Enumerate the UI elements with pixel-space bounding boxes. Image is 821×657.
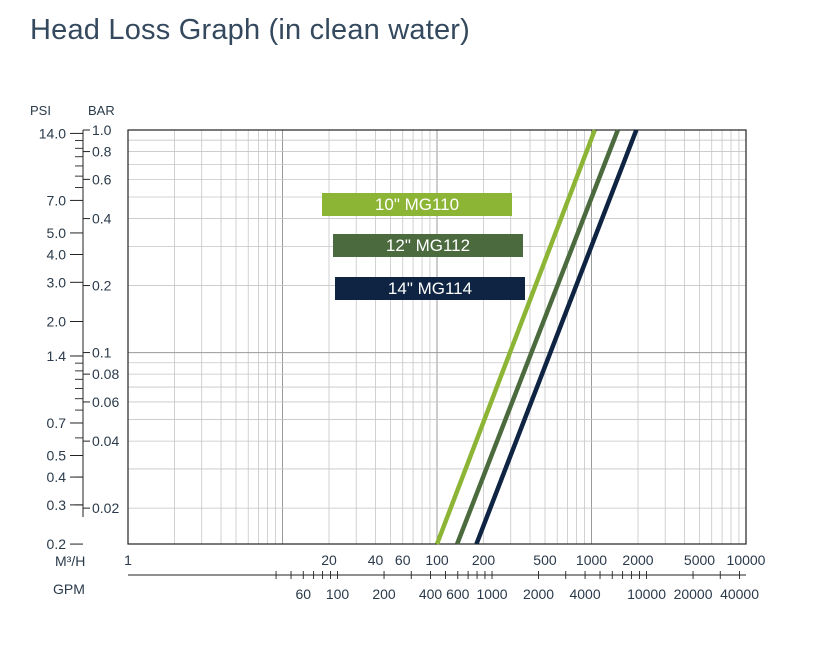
legend-box-1 [322,193,512,216]
legend-box-3 [335,277,525,300]
legend-label-2: 12" MG112 [386,236,470,255]
y-unit-bar: BAR [88,103,115,118]
x-unit-gpm: GPM [53,581,85,597]
legend-box-2 [333,234,523,257]
legend: 10" MG110 12" MG112 14" MG114 [322,193,525,300]
series-line-3 [474,129,639,545]
psi-tick-label: 4.0 [47,247,67,263]
m3h-tick-label: 5000 [684,552,715,568]
series-line-1 [434,129,597,545]
m3h-tick-label: 2000 [622,552,653,568]
chart-title: Head Loss Graph (in clean water) [30,14,470,46]
gpm-tick-label: 4000 [569,586,600,602]
gpm-tick-label: 20000 [674,586,713,602]
x-axis: M³/H GPM 1 20 40 60 100 200 500 1000 2000 5000 10000… [53,552,766,602]
psi-tick-label: 0.7 [47,415,67,431]
psi-tick-label: 7.0 [47,192,67,208]
m3h-tick-label: 1 [124,552,132,568]
psi-tick-label: 2.0 [47,314,67,330]
bar-tick-label: 0.4 [92,211,112,227]
bar-tick-label: 1.0 [92,122,112,138]
gpm-tick-label: 40000 [720,586,759,602]
psi-tick-label: 1.4 [47,348,67,364]
gpm-tick-label: 600 [446,586,470,602]
series-line-2 [455,129,620,545]
series-lines [434,129,639,545]
bar-tick-label: 0.08 [92,366,119,382]
gpm-tick-label: 100 [326,586,350,602]
m3h-tick-label: 100 [425,552,449,568]
grid-lines [128,130,746,544]
psi-tick-label: 0.5 [47,448,67,464]
y-axis: PSI BAR 14.0 7.0 5.0 4.0 3.0 2.0 1.4 0.7 0.5 0.4 0.3… [30,103,119,552]
m3h-tick-label: 40 [368,552,384,568]
gpm-tick-label: 2000 [523,586,554,602]
gpm-tick-label: 1000 [476,586,507,602]
bar-tick-label: 0.2 [92,278,112,294]
legend-label-3: 14" MG114 [388,279,472,298]
psi-tick-label: 0.4 [47,469,67,485]
gpm-tick-label: 200 [372,586,396,602]
legend-label-1: 10" MG110 [375,195,459,214]
y-unit-psi: PSI [30,103,51,118]
bar-tick-label: 0.02 [92,500,119,516]
gpm-tick-label: 400 [419,586,443,602]
m3h-tick-label: 60 [395,552,411,568]
psi-tick-label: 0.2 [47,536,67,552]
psi-tick-label: 14.0 [39,125,66,141]
bar-tick-label: 0.06 [92,394,119,410]
gpm-tick-label: 60 [295,586,311,602]
bar-tick-label: 0.8 [92,144,112,160]
m3h-tick-label: 20 [321,552,337,568]
gpm-tick-label: 10000 [627,586,666,602]
bar-tick-label: 0.1 [92,345,112,361]
x-unit-m3h: M³/H [55,553,85,569]
psi-tick-label: 3.0 [47,274,67,290]
bar-tick-label: 0.6 [92,171,112,187]
psi-tick-label: 5.0 [47,225,67,241]
bar-tick-label: 0.04 [92,433,119,449]
m3h-tick-label: 200 [472,552,496,568]
m3h-tick-label: 1000 [576,552,607,568]
psi-tick-label: 0.3 [47,497,67,513]
m3h-tick-label: 500 [533,552,557,568]
m3h-tick-label: 10000 [727,552,766,568]
